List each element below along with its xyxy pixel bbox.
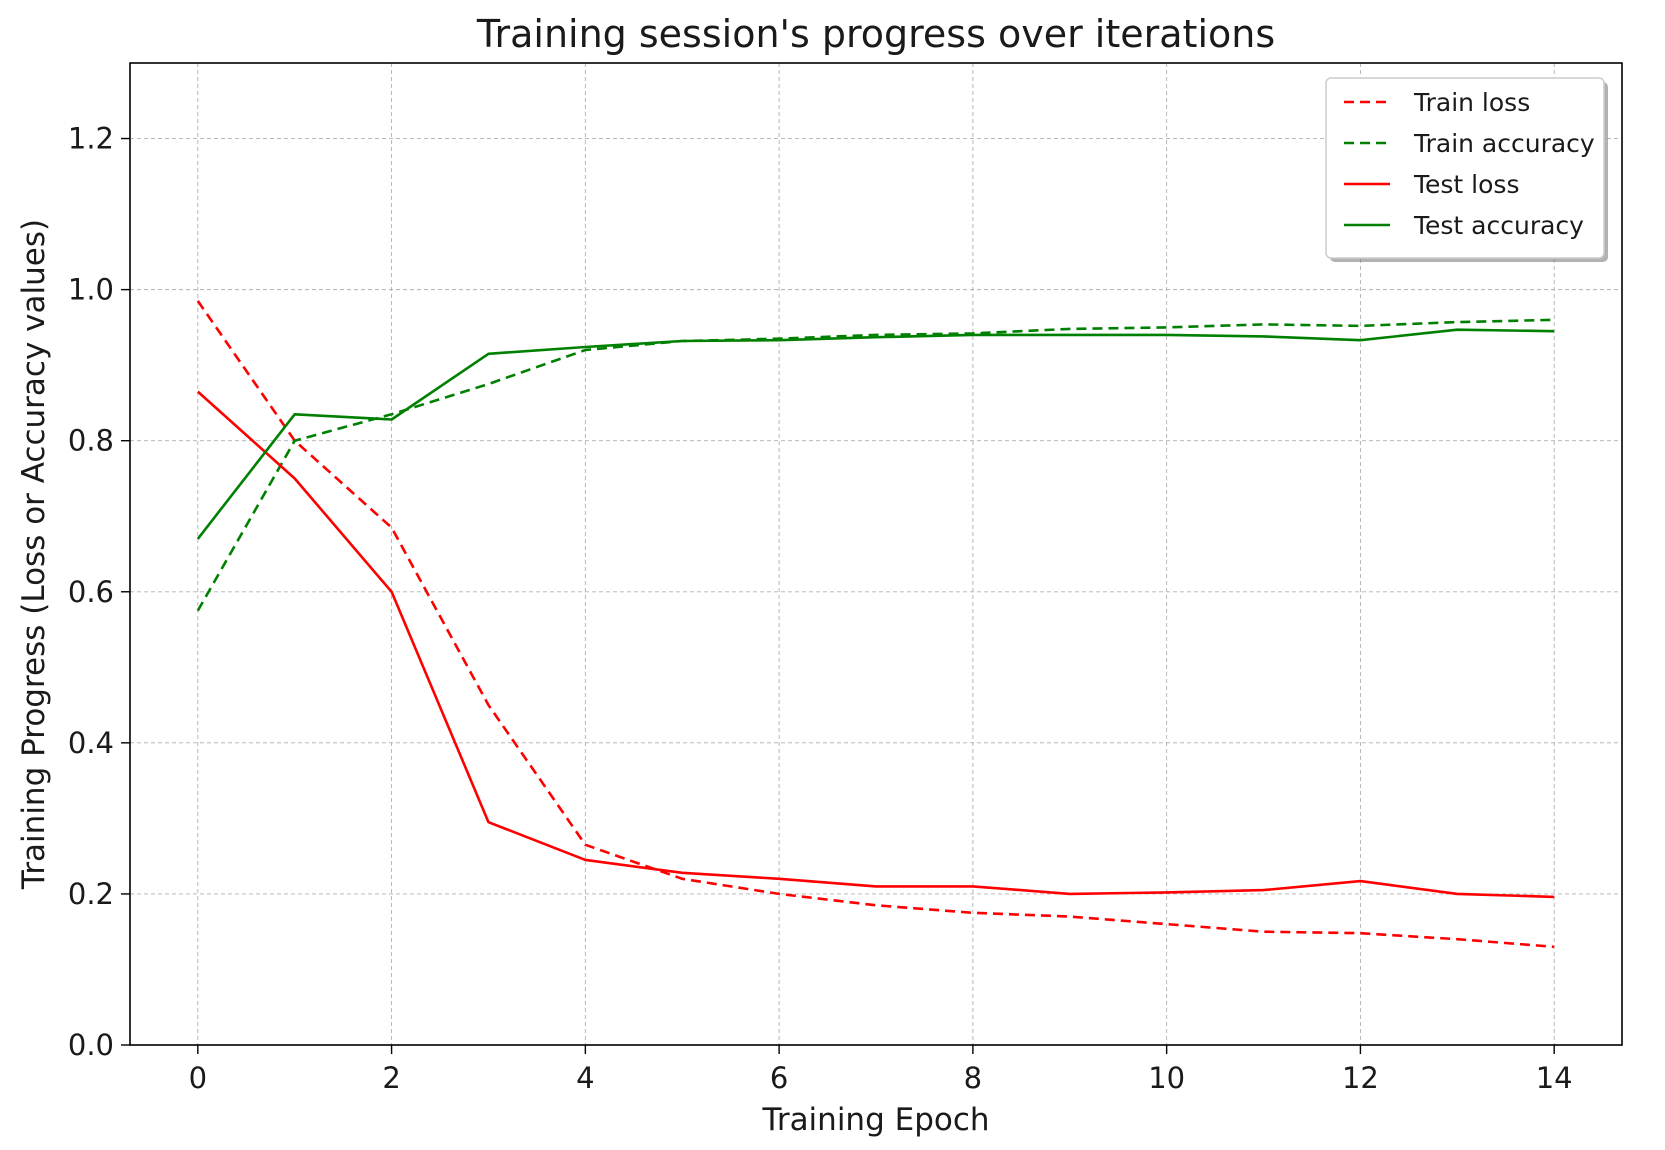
series-line-test-accuracy (196, 328, 1555, 540)
legend: Train loss Train accuracy Test loss Test ac… (1325, 77, 1608, 262)
legend-label: Train loss (1413, 88, 1530, 117)
x-tick-label: 12 (1342, 1061, 1379, 1095)
y-tick-label: 0.2 (68, 877, 114, 911)
y-tick-label: 0.6 (68, 575, 114, 609)
x-axis-label: Training Epoch (761, 1102, 989, 1138)
y-tick-label: 0.0 (68, 1028, 114, 1062)
y-tick-label: 0.8 (68, 424, 114, 458)
x-tick-label: 14 (1536, 1061, 1573, 1095)
series-line-test-loss (196, 390, 1555, 899)
plot-frame (129, 62, 1623, 1046)
legend-items: Train loss Train accuracy Test loss Test ac… (1344, 88, 1595, 240)
chart-title: Training session's progress over iterati… (476, 12, 1275, 56)
x-tick-label: 10 (1148, 1061, 1185, 1095)
ticks-layer: 0 2 4 6 8 10 12 14 0.0 0.2 0.4 0.6 0.8 1.0 1.2 (68, 122, 1573, 1095)
x-tick-label: 6 (770, 1061, 788, 1095)
x-tick-label: 2 (382, 1061, 400, 1095)
y-tick-label: 1.2 (68, 122, 114, 156)
series-line-train-loss (196, 300, 1555, 949)
y-tick-label: 1.0 (68, 273, 114, 307)
x-tick-label: 0 (189, 1061, 207, 1095)
x-tick-label: 4 (576, 1061, 594, 1095)
series-layer (196, 300, 1555, 949)
legend-label: Test accuracy (1413, 211, 1584, 240)
legend-label: Train accuracy (1413, 129, 1595, 158)
y-axis-label: Training Progress (Loss or Accuracy valu… (16, 219, 52, 890)
y-tick-label: 0.4 (68, 726, 114, 760)
legend-frame (1325, 77, 1605, 259)
x-tick-label: 8 (964, 1061, 982, 1095)
series-line-train-accuracy (196, 318, 1555, 612)
legend-label: Test loss (1413, 170, 1519, 199)
